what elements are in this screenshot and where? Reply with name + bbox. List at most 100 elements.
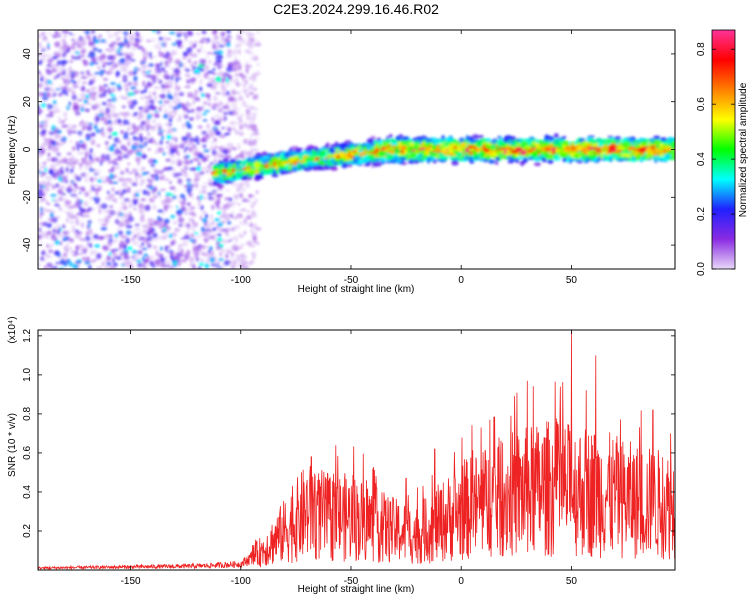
spectrogram-cell: [233, 245, 239, 252]
spectrogram-cell: [191, 218, 195, 225]
spectrogram-cell: [39, 85, 43, 90]
spectrogram-cell: [38, 54, 41, 57]
spectrogram-cell: [202, 113, 206, 116]
spectrogram-cell: [78, 134, 82, 138]
spectrogram-cell: [201, 156, 208, 163]
spectrogram-cell: [216, 240, 220, 246]
spectrogram-cell: [132, 135, 137, 141]
spectrogram-cell: [38, 234, 41, 241]
spectrogram-cell: [132, 81, 139, 87]
spectrogram-cell: [247, 76, 253, 81]
spectrogram-cell: [42, 36, 48, 39]
spectrogram-cell: [208, 234, 216, 240]
spectrogram-cell: [79, 51, 86, 54]
spectrogram-cell: [199, 258, 204, 263]
spectrogram-cell: [89, 147, 93, 154]
spectrogram-cell: [76, 212, 82, 216]
spectrogram-cell: [118, 30, 123, 33]
spectrogram-cell: [124, 131, 129, 135]
spectrogram-cell: [211, 204, 215, 210]
spectrogram-cell: [42, 138, 50, 141]
spectrogram-cell: [211, 77, 216, 80]
spectrogram-cell: [132, 199, 137, 206]
spectrogram-cell: [72, 263, 78, 269]
spectrogram-cell: [69, 32, 73, 36]
spectrogram-cell: [133, 207, 137, 210]
spectrogram-cell: [169, 249, 173, 253]
spectrogram-cell: [197, 114, 203, 119]
spectrogram-cell: [105, 107, 111, 114]
spectrogram-cell: [249, 52, 255, 56]
spectrogram-cell: [140, 198, 146, 202]
spectrogram-cell: [255, 191, 259, 195]
spectrogram-cell: [127, 99, 134, 106]
spectrogram-cell: [60, 140, 67, 144]
spectrogram-cell: [157, 216, 161, 221]
spectrogram-cell: [68, 105, 72, 110]
spectrogram-cell: [240, 41, 246, 45]
spectrogram-cell: [145, 123, 151, 130]
spectrogram-cell: [245, 63, 249, 69]
spectrogram-cell: [245, 79, 249, 85]
spectrogram-cell: [201, 130, 208, 135]
spectrogram-cell: [167, 131, 173, 134]
spectrogram-cell: [97, 235, 101, 240]
spectrogram-cell: [159, 174, 166, 180]
spectrogram-cell: [151, 159, 157, 164]
spectrogram-cell: [226, 77, 230, 84]
spectrogram-cell: [114, 198, 118, 204]
spectrogram-cell: [227, 220, 232, 225]
spectrogram-cell: [186, 79, 191, 84]
spectrogram-cell: [38, 152, 44, 158]
spectrogram-cell: [41, 164, 47, 170]
spectrogram-cell: [168, 181, 172, 184]
spectrogram-cell: [225, 105, 230, 108]
spectrogram-cell: [166, 60, 171, 65]
spectrogram-cell: [223, 37, 230, 43]
spectrogram-cell: [168, 31, 176, 35]
spectrogram-cell: [72, 42, 79, 45]
spectrogram-cell: [162, 36, 167, 42]
spectrogram-cell: [190, 159, 193, 164]
spectrogram-cell: [108, 214, 112, 219]
spectrogram-cell: [193, 44, 196, 49]
spectrogram-cell: [202, 182, 209, 185]
spectrogram-cell: [180, 251, 184, 255]
spectrogram-cell: [92, 258, 98, 262]
spectrogram-cell: [234, 105, 237, 111]
spectrogram-cell: [248, 91, 255, 96]
spectrogram-cell: [154, 124, 158, 127]
spectrogram-cell: [95, 252, 102, 259]
spectrogram-cell: [143, 95, 148, 100]
spectrogram-cell: [81, 222, 84, 229]
spectrogram-cell: [196, 251, 200, 257]
spectrogram-cell: [220, 149, 227, 153]
spectrogram-cell: [157, 209, 164, 213]
spectrogram-cell: [38, 104, 41, 107]
spectrogram-cell: [163, 42, 167, 48]
spectrogram-cell: [197, 125, 203, 130]
spectrogram-cell: [85, 89, 90, 93]
spectrogram-cell: [200, 194, 203, 201]
spectrogram-cell: [74, 219, 80, 225]
spectrogram-cell: [89, 154, 93, 161]
spectrogram-cell: [119, 234, 126, 239]
spectrogram-cell: [246, 95, 250, 98]
spectrogram-cell: [164, 218, 170, 224]
spectrogram-cell: [196, 142, 201, 145]
spectrogram-cell: [168, 123, 172, 127]
spectrogram-cell: [205, 55, 209, 58]
spectrogram-cell: [140, 95, 144, 101]
spectrogram-cell: [250, 210, 257, 216]
spectrogram-cell: [79, 92, 87, 99]
spectrogram-cell: [107, 195, 112, 201]
spectrogram-cell: [171, 241, 175, 246]
spectrogram-cell: [204, 245, 209, 248]
spectrogram-cell: [166, 134, 172, 140]
spectrogram-cell: [199, 45, 204, 50]
spectrogram-cell: [180, 258, 187, 263]
spectrogram-cell: [160, 246, 163, 251]
spectrogram-cell: [195, 235, 202, 239]
spectrogram-cell: [235, 73, 240, 77]
spectrogram-cell: [127, 140, 131, 147]
